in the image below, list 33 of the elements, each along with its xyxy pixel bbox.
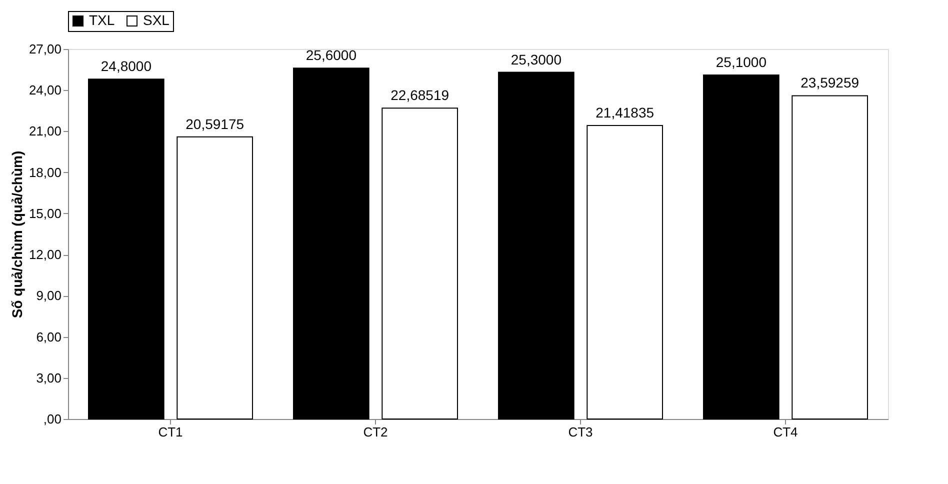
y-axis-title: Số quả/chùm (quả/chùm) [8, 150, 25, 318]
legend-label: TXL [89, 12, 115, 28]
y-tick-label: 15,00 [28, 206, 62, 221]
y-tick-label: ,00 [43, 412, 62, 426]
bar [498, 72, 574, 420]
y-tick-label: 6,00 [36, 329, 62, 344]
y-tick-label: 24,00 [28, 82, 62, 98]
y-tick-label: 3,00 [36, 370, 62, 386]
y-tick-label: 18,00 [28, 164, 62, 180]
bar [586, 124, 663, 420]
y-tick-label: 12,00 [28, 247, 62, 262]
data-label: 25,3000 [510, 51, 562, 68]
y-tick-label: 27,00 [28, 42, 62, 56]
legend-label: SXL [143, 12, 170, 28]
bar [293, 68, 370, 420]
data-label: 23,59259 [800, 74, 860, 91]
data-label: 22,68519 [390, 87, 450, 104]
bar [792, 95, 868, 420]
data-label: 25,6000 [306, 47, 357, 64]
data-label: 21,41835 [596, 104, 654, 120]
y-tick-label: 21,00 [28, 124, 62, 139]
bar [703, 74, 780, 420]
x-tick-label: CT3 [568, 424, 593, 440]
bar [382, 108, 458, 420]
y-tick-label: 9,00 [36, 288, 62, 304]
x-tick-label: CT1 [158, 424, 183, 440]
data-label: 20,59175 [186, 116, 244, 132]
bar [88, 78, 164, 420]
data-label: 24,8000 [100, 58, 152, 74]
x-tick-label: CT4 [773, 424, 798, 440]
x-tick-label: CT2 [363, 424, 388, 440]
bar [176, 136, 253, 420]
data-label: 25,1000 [716, 54, 767, 70]
